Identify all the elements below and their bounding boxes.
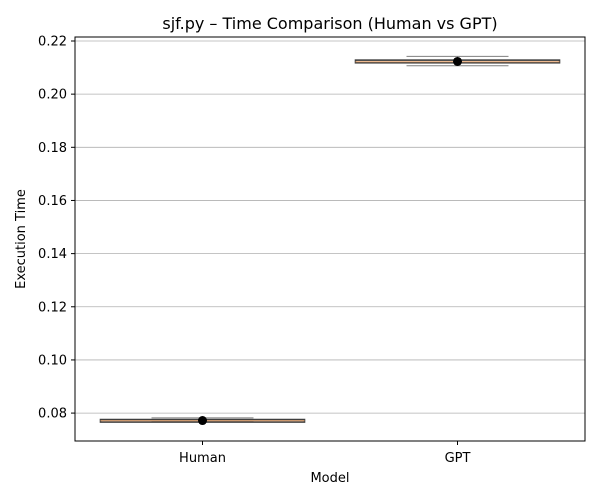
x-axis-ticks: Human GPT (179, 441, 470, 466)
chart-title: sjf.py – Time Comparison (Human vs GPT) (162, 14, 497, 33)
y-tick-label: 0.08 (38, 407, 67, 422)
y-tick-label: 0.10 (38, 353, 67, 368)
y-axis-ticks: 0.08 0.10 0.12 0.14 0.16 0.18 0.20 0.22 (38, 34, 75, 422)
box-group-gpt (354, 55, 561, 67)
x-tick-label: Human (179, 451, 226, 466)
y-tick-label: 0.14 (38, 247, 67, 262)
mean-marker (453, 56, 462, 66)
y-tick-label: 0.18 (38, 141, 67, 156)
y-tick-label: 0.20 (38, 88, 67, 103)
y-tick-label: 0.16 (38, 194, 67, 209)
y-tick-label: 0.22 (38, 34, 67, 49)
grid-lines (75, 40, 585, 414)
y-axis-label: Execution Time (14, 189, 29, 289)
x-axis-label: Model (310, 471, 349, 486)
plot-area-frame (74, 36, 586, 442)
box-group-human (99, 416, 306, 426)
mean-marker (198, 416, 207, 426)
x-tick-label: GPT (445, 451, 471, 466)
y-tick-label: 0.12 (38, 300, 67, 315)
box-series (99, 55, 561, 426)
